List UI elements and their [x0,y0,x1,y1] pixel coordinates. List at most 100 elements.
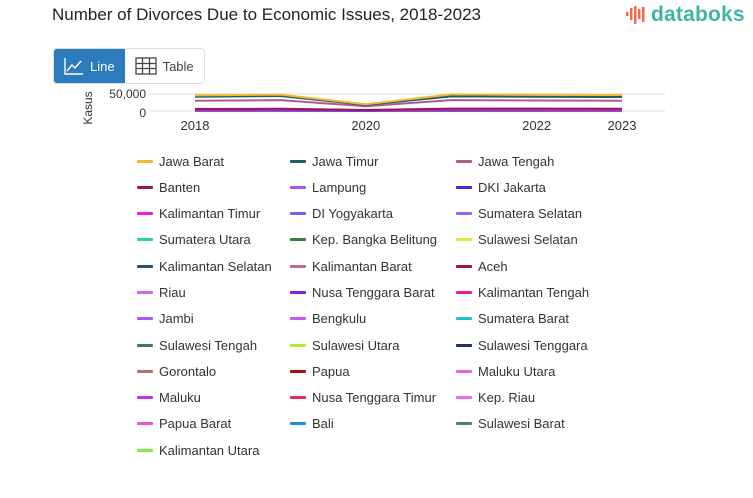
legend-label: Sumatera Utara [159,232,251,248]
legend-item[interactable]: Sulawesi Barat [456,415,616,433]
legend-swatch [456,290,472,294]
legend-swatch [456,422,472,426]
legend-item[interactable]: Banten [137,178,290,196]
legend-item[interactable]: Papua [290,362,456,380]
series-line-jawa-barat[interactable] [194,93,623,106]
legend-label: Maluku Utara [478,363,556,379]
legend-item[interactable]: Sumatera Barat [456,310,616,328]
legend-swatch [290,290,306,294]
legend-label: Jawa Timur [312,153,379,169]
legend-item[interactable]: Bali [290,415,456,433]
legend-swatch [456,238,472,242]
legend-item[interactable]: Sulawesi Utara [290,336,456,354]
legend-label: Banten [159,179,201,195]
legend-item[interactable]: Kalimantan Barat [290,257,456,275]
legend-label: DKI Jakarta [478,179,546,195]
legend-label: Sulawesi Selatan [478,232,578,248]
legend-swatch [456,159,472,163]
legend-label: Papua [312,363,350,379]
legend-swatch [290,212,306,216]
table-view-label: Table [162,58,194,74]
series-line-jawa-timur[interactable] [194,95,623,106]
line-chart: 0 50,000 Kasus 2018 2020 2022 2023 [81,88,665,133]
legend-swatch [456,185,472,189]
view-toggle: Line Table [53,48,205,84]
legend-label: Gorontalo [159,363,217,379]
legend-swatch [290,396,306,400]
legend-label: Kalimantan Tengah [478,284,590,300]
line-view-label: Line [90,58,115,74]
legend-swatch [290,264,306,268]
legend-label: Jambi [159,311,194,327]
legend-item[interactable]: Papua Barat [137,415,290,433]
legend-label: Sumatera Selatan [478,206,583,222]
chart-title: Number of Divorces Due to Economic Issue… [52,5,481,24]
legend-item[interactable]: Gorontalo [137,362,290,380]
legend-item[interactable]: Sulawesi Tengah [137,336,290,354]
legend-swatch [137,317,153,321]
table-icon [134,57,157,75]
legend-item[interactable]: Kalimantan Tengah [456,283,616,301]
legend-item[interactable]: Sulawesi Selatan [456,231,616,249]
legend-item[interactable]: DKI Jakarta [456,178,616,196]
legend-swatch [137,448,153,452]
legend-swatch [290,317,306,321]
legend-label: Kalimantan Barat [312,258,412,274]
legend-item[interactable]: Nusa Tenggara Barat [290,283,456,301]
legend-item[interactable]: Riau [137,283,290,301]
legend-item[interactable]: Sumatera Selatan [456,205,616,223]
legend-swatch [456,212,472,216]
legend-item[interactable]: Jawa Barat [137,152,290,170]
legend-item[interactable]: Kalimantan Utara [137,441,290,459]
legend-item[interactable]: Jambi [137,310,290,328]
databoks-logo: databoks [626,3,745,27]
legend-item[interactable]: Maluku [137,389,290,407]
legend-swatch [137,343,153,347]
legend-label: Papua Barat [159,416,232,432]
legend-swatch [137,290,153,294]
legend-label: Nusa Tenggara Barat [312,284,435,300]
legend-item[interactable]: Kalimantan Selatan [137,257,290,275]
legend-swatch [290,238,306,242]
legend-item[interactable]: Lampung [290,178,456,196]
legend-swatch [456,369,472,373]
legend-item[interactable]: DI Yogyakarta [290,205,456,223]
legend-label: Sulawesi Tenggara [478,337,588,353]
y-tick-label: 0 [139,106,146,120]
legend-item[interactable]: Bengkulu [290,310,456,328]
legend-item[interactable]: Jawa Tengah [456,152,616,170]
series-line-jawa-tengah[interactable] [194,99,623,108]
table-view-button[interactable]: Table [124,49,204,83]
legend-item[interactable]: Kep. Riau [456,389,616,407]
series-line-banten[interactable] [194,107,623,111]
legend-label: DI Yogyakarta [312,206,393,222]
legend-swatch [290,422,306,426]
legend-label: Sumatera Barat [478,311,570,327]
x-tick-label: 2022 [522,118,551,133]
legend-label: Sulawesi Utara [312,337,400,353]
legend-label: Bali [312,416,334,432]
legend-item[interactable]: Sumatera Utara [137,231,290,249]
legend-item[interactable]: Maluku Utara [456,362,616,380]
x-tick-label: 2023 [608,118,637,133]
legend-swatch [290,185,306,189]
legend-swatch [456,396,472,400]
line-chart-icon [64,58,83,75]
legend-item[interactable]: Jawa Timur [290,152,456,170]
legend-label: Riau [159,284,186,300]
chart-legend: Jawa Barat Jawa Timur Jawa Tengah Banten Lam… [137,152,616,459]
legend-item[interactable]: Aceh [456,257,616,275]
legend-swatch [137,369,153,373]
line-view-button[interactable]: Line [54,49,125,83]
legend-item[interactable]: Kep. Bangka Belitung [290,231,456,249]
legend-item[interactable]: Kalimantan Timur [137,205,290,223]
legend-swatch [456,264,472,268]
legend-swatch [137,159,153,163]
legend-label: Maluku [159,390,201,406]
legend-label: Bengkulu [312,311,367,327]
legend-item[interactable]: Sulawesi Tenggara [456,336,616,354]
legend-swatch [456,317,472,321]
legend-item[interactable]: Nusa Tenggara Timur [290,389,456,407]
legend-swatch [290,159,306,163]
legend-label: Aceh [478,258,508,274]
